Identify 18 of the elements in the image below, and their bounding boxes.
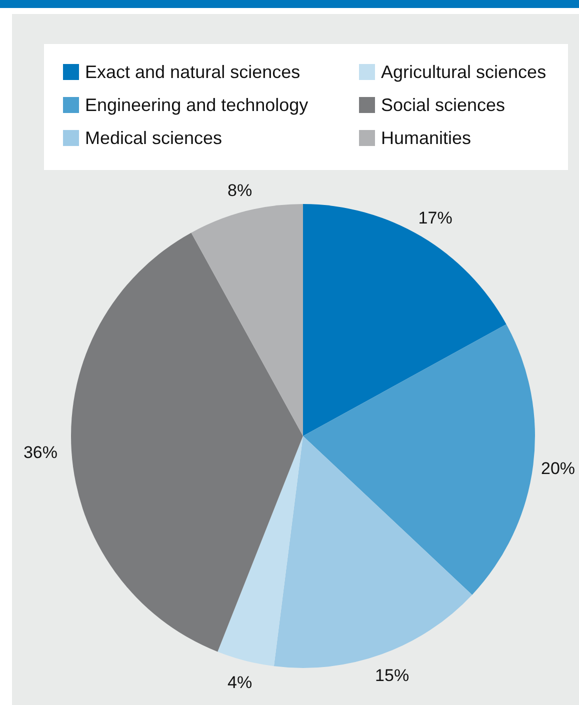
data-label: 36% <box>23 442 58 462</box>
data-label: 17% <box>418 208 452 228</box>
data-label: 4% <box>228 673 252 692</box>
pie-slice <box>71 232 303 652</box>
pie-slice <box>191 204 303 436</box>
pie-slice <box>274 436 472 668</box>
data-label: 20% <box>540 458 576 478</box>
legend-label: Exact and natural sciences <box>85 62 300 82</box>
pie-slice <box>303 204 506 436</box>
legend-label: Social sciences <box>381 95 506 115</box>
data-label: 8% <box>228 180 252 200</box>
pie-slice <box>303 324 535 595</box>
pie-slice <box>218 436 303 666</box>
legend-label: Agricultural sciences <box>381 62 546 82</box>
data-label: 15% <box>375 666 410 685</box>
legend-label: Humanities <box>381 128 472 148</box>
legend-label: Engineering and technology <box>85 95 308 115</box>
legend-label: Medical sciences <box>85 128 222 148</box>
